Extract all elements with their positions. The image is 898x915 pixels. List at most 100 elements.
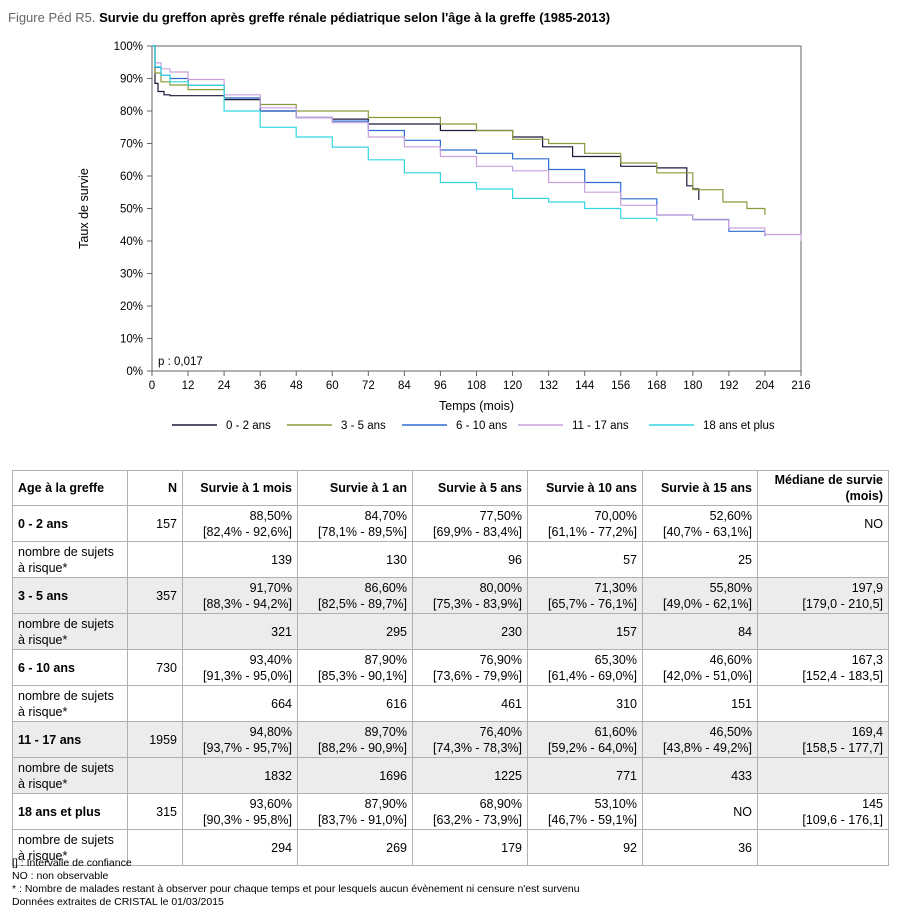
risk-count-cell: 130 — [297, 541, 413, 578]
confidence-interval: [91,3% - 95,0%] — [203, 668, 292, 683]
series-line-0 — [152, 45, 700, 200]
risk-count-cell: 96 — [412, 541, 528, 578]
median-value: NO — [864, 516, 883, 531]
survival-cell: 80,00% [75,3% - 83,9%] — [412, 577, 528, 614]
footnotes: [] : Intervalle de confiance NO : non ob… — [12, 857, 580, 909]
survival-chart: 0% 10% 20% 30% 40% 50% 60% 70% 80% 90% 100% 0 12 24 36… — [77, 41, 811, 432]
y-tick-label: 50% — [120, 204, 143, 216]
y-tick-label: 10% — [120, 334, 143, 346]
median-ci: [152,4 - 183,5] — [802, 668, 883, 683]
y-tick-label: 60% — [120, 171, 143, 183]
median-cell: 169,4 [158,5 - 177,7] — [757, 721, 889, 758]
risk-label-cell: nombre de sujets à risque* — [12, 613, 128, 650]
survival-value: 94,80% — [249, 724, 292, 739]
x-tick-label: 24 — [218, 380, 231, 392]
risk-count-cell: 664 — [182, 685, 298, 722]
table-row: 0 - 2 ans 157 88,50% [82,4% - 92,6%] 84,70%[… — [12, 505, 889, 542]
risk-count-cell: 771 — [527, 757, 643, 794]
x-tick-label: 108 — [467, 380, 486, 392]
table-risk-row: nombre de sujets à risque* 294 269 179 92 36 — [12, 829, 889, 866]
median-cell: NO — [757, 505, 889, 542]
survival-cell: 61,60% [59,2% - 64,0%] — [527, 721, 643, 758]
confidence-interval: [49,0% - 62,1%] — [663, 596, 752, 611]
survival-cell: 46,60% [42,0% - 51,0%] — [642, 649, 758, 686]
header-n: N — [127, 470, 183, 506]
risk-count-cell: 92 — [527, 829, 643, 866]
confidence-interval: [90,3% - 95,8%] — [203, 812, 292, 827]
survival-table-container: Age à la greffe N Survie à 1 mois Survie… — [12, 470, 889, 866]
figure-title-main: Survie du greffon après greffe rénale pé… — [99, 10, 611, 25]
median-value: 145 — [862, 796, 883, 811]
legend-label-1: 3 - 5 ans — [341, 420, 386, 432]
survival-value: 65,30% — [594, 652, 637, 667]
p-value-annotation: p : 0,017 — [158, 356, 203, 368]
table-body: 0 - 2 ans 157 88,50% [82,4% - 92,6%] 84,70%[… — [12, 505, 889, 866]
confidence-interval: [65,7% - 76,1%] — [548, 596, 637, 611]
survival-cell: 93,60% [90,3% - 95,8%] — [182, 793, 298, 830]
survival-cell: 70,00% [61,1% - 77,2%] — [527, 505, 643, 542]
series-line-1 — [152, 45, 766, 215]
median-value: 169,4 — [851, 724, 883, 739]
series-line-3 — [152, 45, 802, 241]
table-row: 11 - 17 ans 1959 94,80% [93,7% - 95,7%] 89,7… — [12, 721, 889, 758]
median-cell: 145 [109,6 - 176,1] — [757, 793, 889, 830]
x-tick-label: 96 — [434, 380, 447, 392]
survival-value: 76,40% — [479, 724, 522, 739]
header-age: Age à la greffe — [12, 470, 128, 506]
table-risk-row: nombre de sujets à risque* 321 295 230 157 84 — [12, 613, 889, 650]
x-tick-label: 60 — [326, 380, 339, 392]
x-axis-label: Temps (mois) — [439, 399, 514, 413]
empty-cell — [127, 541, 183, 578]
confidence-interval: [46,7% - 59,1%] — [548, 812, 637, 827]
median-value: 197,9 — [851, 580, 883, 595]
confidence-interval: [88,2% - 90,9%] — [318, 740, 407, 755]
survival-cell: 88,50% [82,4% - 92,6%] — [182, 505, 298, 542]
median-ci: [158,5 - 177,7] — [802, 740, 883, 755]
risk-count-cell: 310 — [527, 685, 643, 722]
survival-value: 93,40% — [249, 652, 292, 667]
risk-count-cell: 461 — [412, 685, 528, 722]
legend-label-3: 11 - 17 ans — [572, 420, 629, 432]
x-tick-label: 84 — [398, 380, 411, 392]
y-tick-label: 100% — [114, 41, 143, 53]
confidence-interval: [40,7% - 63,1%] — [663, 524, 752, 539]
header-survival-1-month: Survie à 1 mois — [182, 470, 298, 506]
survival-cell: 84,70% [78,1% - 89,5%] — [297, 505, 413, 542]
confidence-interval: [61,1% - 77,2%] — [548, 524, 637, 539]
footnote-ci: [] : Intervalle de confiance — [12, 857, 132, 869]
risk-count-cell: 321 — [182, 613, 298, 650]
y-tick-label: 0% — [126, 366, 143, 378]
y-tick-label: 40% — [120, 236, 143, 248]
confidence-interval: [59,2% - 64,0%] — [548, 740, 637, 755]
survival-cell: 68,90% [63,2% - 73,9%] — [412, 793, 528, 830]
empty-cell — [757, 541, 889, 578]
survival-cell: 93,40% [91,3% - 95,0%] — [182, 649, 298, 686]
median-cell: 197,9 [179,0 - 210,5] — [757, 577, 889, 614]
empty-cell — [757, 685, 889, 722]
survival-value: 89,70% — [364, 724, 407, 739]
survival-value: 46,60% — [709, 652, 752, 667]
confidence-interval: [69,9% - 83,4%] — [433, 524, 522, 539]
header-survival-15-years: Survie à 15 ans — [642, 470, 758, 506]
risk-count-cell: 294 — [182, 829, 298, 866]
survival-cell: 53,10% [46,7% - 59,1%] — [527, 793, 643, 830]
risk-count-cell: 157 — [527, 613, 643, 650]
n-cell: 357 — [127, 577, 183, 614]
footnote-source: Données extraites de CRISTAL le 01/03/20… — [12, 896, 224, 908]
x-tick-label: 192 — [719, 380, 738, 392]
age-group-cell: 0 - 2 ans — [12, 505, 128, 542]
table-row: 18 ans et plus 315 93,60% [90,3% - 95,8%] 87… — [12, 793, 889, 830]
y-tick-label: 90% — [120, 74, 143, 86]
risk-count-cell: 57 — [527, 541, 643, 578]
confidence-interval: [93,7% - 95,7%] — [203, 740, 292, 755]
x-tick-label: 132 — [539, 380, 558, 392]
legend-label-2: 6 - 10 ans — [456, 420, 507, 432]
confidence-interval: [73,6% - 79,9%] — [433, 668, 522, 683]
survival-value: 87,90% — [364, 796, 407, 811]
table-risk-row: nombre de sujets à risque* 1832 1696 1225 77… — [12, 757, 889, 794]
survival-cell: 71,30% [65,7% - 76,1%] — [527, 577, 643, 614]
risk-count-cell: 1696 — [297, 757, 413, 794]
survival-value: 86,60% — [364, 580, 407, 595]
risk-count-cell: 230 — [412, 613, 528, 650]
header-median-survival: Médiane de survie (mois) — [757, 470, 889, 506]
